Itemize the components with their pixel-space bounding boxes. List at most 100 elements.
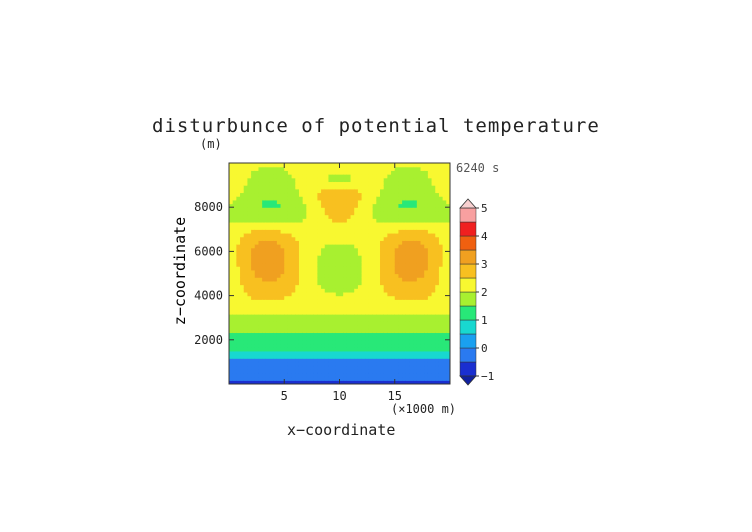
field-cell xyxy=(402,266,407,271)
field-cell xyxy=(236,262,241,267)
field-cell xyxy=(254,210,260,216)
field-cell xyxy=(442,380,447,384)
field-cell xyxy=(232,376,237,381)
field-cell xyxy=(409,236,414,241)
field-cell xyxy=(438,203,444,208)
field-cell xyxy=(361,299,366,304)
field-cell xyxy=(343,221,348,227)
field-cell xyxy=(284,317,289,322)
field-cell xyxy=(243,232,249,238)
field-cell xyxy=(424,280,429,286)
field-cell xyxy=(287,354,293,359)
field-cell xyxy=(265,280,271,286)
field-cell xyxy=(232,181,237,186)
field-cell xyxy=(405,255,411,260)
field-cell xyxy=(372,317,377,322)
field-cell xyxy=(354,207,359,212)
field-cell xyxy=(438,291,444,297)
field-cell xyxy=(324,229,330,234)
field-cell xyxy=(394,273,400,278)
field-cell xyxy=(402,273,407,278)
field-cell xyxy=(284,177,289,183)
field-cell xyxy=(310,328,315,334)
field-cell xyxy=(310,240,315,245)
field-cell xyxy=(287,358,293,363)
field-cell xyxy=(398,185,403,190)
field-cell xyxy=(236,166,241,171)
field-cell xyxy=(442,188,447,194)
field-cell xyxy=(357,255,363,260)
field-cell xyxy=(409,244,414,249)
field-cell xyxy=(310,170,315,175)
field-cell xyxy=(438,255,444,260)
field-cell xyxy=(361,192,366,197)
field-cell xyxy=(387,166,392,171)
field-cell xyxy=(332,350,337,356)
field-cell xyxy=(387,210,392,216)
field-cell xyxy=(398,332,403,337)
field-cell xyxy=(276,247,282,252)
field-cell xyxy=(446,343,450,348)
field-cell xyxy=(409,280,414,286)
field-cell xyxy=(343,299,348,304)
field-cell xyxy=(398,358,403,363)
field-cell xyxy=(416,284,422,289)
field-cell xyxy=(324,347,330,352)
field-cell xyxy=(254,236,260,241)
field-cell xyxy=(291,336,296,341)
field-cell xyxy=(427,299,433,304)
field-cell xyxy=(368,350,374,356)
field-cell xyxy=(361,317,366,322)
field-cell xyxy=(383,372,388,378)
field-cell xyxy=(291,181,296,186)
field-cell xyxy=(442,317,447,322)
field-cell xyxy=(287,299,293,304)
field-cell xyxy=(427,273,433,278)
field-cell xyxy=(247,185,252,190)
field-cell xyxy=(291,188,296,194)
colorbar-tick-label: −1 xyxy=(481,370,494,383)
field-cell xyxy=(357,299,363,304)
field-cell xyxy=(295,236,300,241)
field-cell xyxy=(368,207,374,212)
field-cell xyxy=(321,372,326,378)
field-cell xyxy=(298,314,304,319)
field-cell xyxy=(413,372,418,378)
field-cell xyxy=(431,288,436,293)
field-cell xyxy=(276,181,282,186)
field-cell xyxy=(346,376,352,381)
field-cell xyxy=(291,343,296,348)
field-cell xyxy=(258,174,263,179)
field-cell xyxy=(269,314,274,319)
field-cell xyxy=(365,380,370,384)
field-cell xyxy=(368,192,374,197)
field-cell xyxy=(357,221,363,227)
field-cell xyxy=(321,310,326,315)
field-cell xyxy=(365,181,370,186)
field-cell xyxy=(298,328,304,334)
field-cell xyxy=(295,380,300,384)
field-cell xyxy=(287,310,293,315)
field-cell xyxy=(298,232,304,238)
field-cell xyxy=(391,203,396,208)
field-cell xyxy=(251,207,256,212)
field-cell xyxy=(280,210,285,216)
field-cell xyxy=(332,163,337,168)
field-cell xyxy=(251,280,256,286)
field-cell xyxy=(276,339,282,345)
field-cell xyxy=(335,214,341,219)
field-cell xyxy=(354,240,359,245)
field-cell xyxy=(350,321,355,326)
field-cell xyxy=(435,196,440,201)
field-cell xyxy=(313,258,318,264)
field-cell xyxy=(276,306,282,311)
field-cell xyxy=(354,210,359,216)
field-cell xyxy=(262,196,267,201)
field-cell xyxy=(431,199,436,205)
field-cell xyxy=(416,339,422,345)
field-cell xyxy=(258,317,263,322)
field-cell xyxy=(357,343,363,348)
field-cell xyxy=(343,273,348,278)
x-unit-label: (×1000 m) xyxy=(391,402,457,416)
field-cell xyxy=(236,343,241,348)
